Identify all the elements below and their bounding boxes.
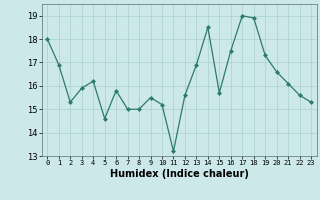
X-axis label: Humidex (Indice chaleur): Humidex (Indice chaleur) (110, 169, 249, 179)
